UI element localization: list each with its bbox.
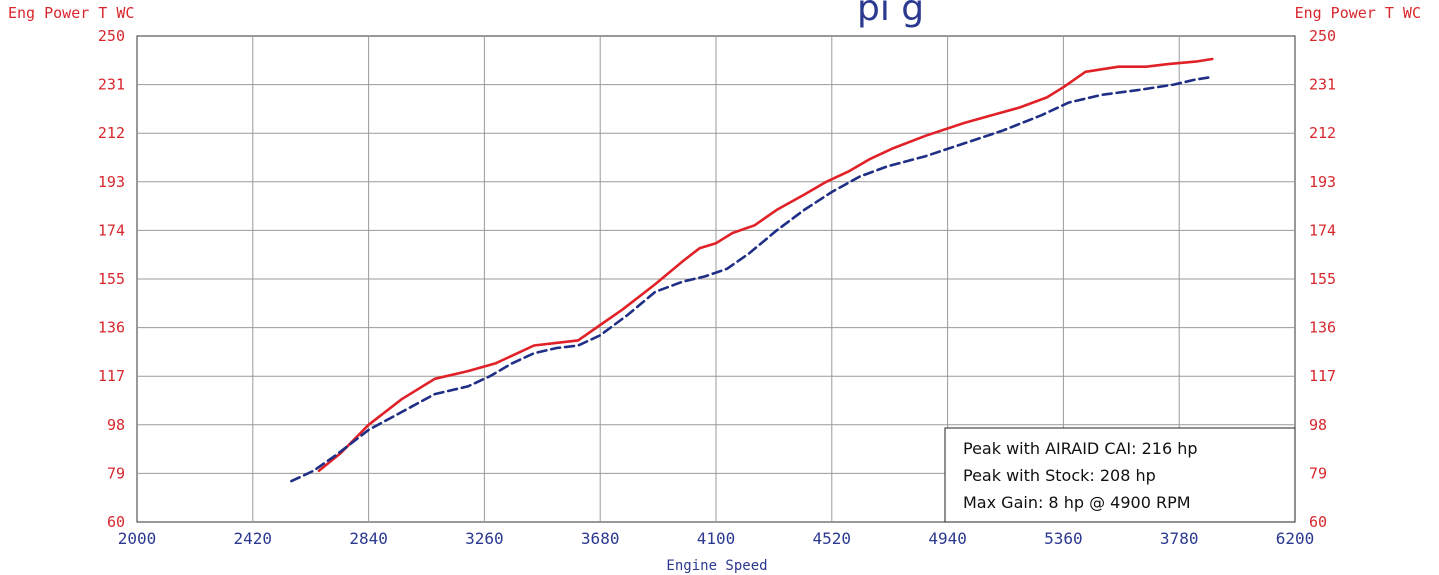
y-tick-label-left: 117 [98, 367, 125, 385]
chart-title-fragment: pi g [857, 0, 924, 29]
y-tick-label-right: 174 [1309, 221, 1336, 239]
annotation-frame [944, 427, 1296, 523]
y-tick-label-left: 79 [107, 464, 125, 482]
series-line-dashed [290, 75, 1214, 483]
x-tick-label: 6200 [1276, 529, 1315, 548]
y-tick-label-left: 212 [98, 124, 125, 142]
y-tick-label-left: 250 [98, 27, 125, 45]
y-tick-label-right: 193 [1309, 173, 1336, 191]
y-tick-label-right: 155 [1309, 270, 1336, 288]
x-tick-label: 2000 [118, 529, 157, 548]
right-axis-title: Eng Power T WC [1295, 4, 1421, 22]
x-tick-label: 4100 [697, 529, 736, 548]
annotation-line: Peak with AIRAID CAI: 216 hp [963, 439, 1198, 458]
left-y-axis: 60 79 98 117 136 155 174 193 212 231 250 [98, 27, 125, 531]
annotation-line: Peak with Stock: 208 hp [963, 466, 1156, 485]
x-axis-title: Engine Speed [666, 558, 767, 574]
y-tick-label-right: 231 [1309, 76, 1336, 94]
x-tick-label: 3680 [581, 529, 620, 548]
right-y-axis: 60 79 98 117 136 155 174 193 212 231 250 [1309, 27, 1336, 531]
y-tick-label-right: 136 [1309, 319, 1336, 337]
y-tick-label-right: 117 [1309, 367, 1336, 385]
x-tick-label: 4520 [813, 529, 852, 548]
x-tick-label: 2840 [349, 529, 388, 548]
y-tick-label-left: 193 [98, 173, 125, 191]
y-tick-label-right: 98 [1309, 416, 1327, 434]
series-group [290, 57, 1214, 483]
y-tick-label-left: 231 [98, 76, 125, 94]
series-line-solid [317, 57, 1214, 473]
y-tick-label-left: 174 [98, 221, 125, 239]
x-tick-label: 5360 [1044, 529, 1083, 548]
y-tick-label-right: 60 [1309, 513, 1327, 531]
x-tick-label: 3780 [1160, 529, 1199, 548]
y-tick-label-right: 212 [1309, 124, 1336, 142]
x-tick-label: 3260 [465, 529, 504, 548]
x-tick-label: 2420 [234, 529, 273, 548]
annotation-line: Max Gain: 8 hp @ 4900 RPM [963, 493, 1191, 512]
y-tick-label-left: 136 [98, 319, 125, 337]
y-tick-label-left: 155 [98, 270, 125, 288]
y-tick-label-right: 79 [1309, 464, 1327, 482]
y-tick-label-left: 60 [107, 513, 125, 531]
y-tick-label-left: 98 [107, 416, 125, 434]
x-axis: 2000 2420 2840 3260 3680 4100 4520 4940 5360 3780… [118, 529, 1315, 548]
annotation-box: Peak with AIRAID CAI: 216 hp Peak with St… [944, 427, 1296, 523]
x-tick-label: 4940 [928, 529, 967, 548]
left-axis-title: Eng Power T WC [8, 4, 134, 22]
y-tick-label-right: 250 [1309, 27, 1336, 45]
